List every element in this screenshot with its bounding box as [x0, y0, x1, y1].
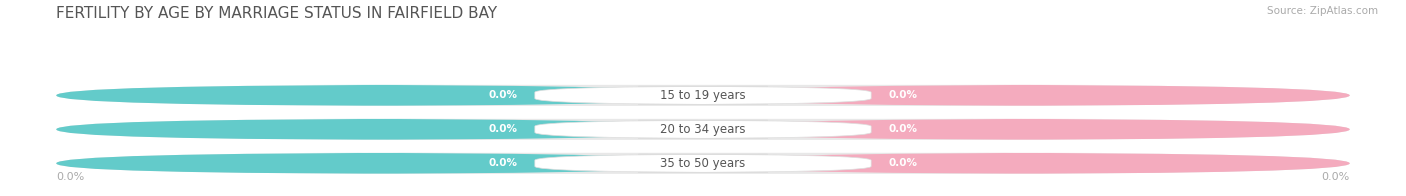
FancyBboxPatch shape — [703, 85, 1350, 106]
Text: 20 to 34 years: 20 to 34 years — [661, 123, 745, 136]
FancyBboxPatch shape — [703, 119, 1350, 140]
Text: 35 to 50 years: 35 to 50 years — [661, 157, 745, 170]
Text: FERTILITY BY AGE BY MARRIAGE STATUS IN FAIRFIELD BAY: FERTILITY BY AGE BY MARRIAGE STATUS IN F… — [56, 6, 498, 21]
Text: 0.0%: 0.0% — [889, 90, 918, 100]
FancyBboxPatch shape — [56, 85, 1350, 106]
FancyBboxPatch shape — [56, 153, 703, 174]
FancyBboxPatch shape — [56, 119, 703, 140]
FancyBboxPatch shape — [534, 120, 872, 139]
FancyBboxPatch shape — [534, 86, 872, 104]
FancyBboxPatch shape — [56, 119, 1350, 140]
Text: 0.0%: 0.0% — [488, 90, 517, 100]
Text: 0.0%: 0.0% — [889, 124, 918, 134]
Text: 0.0%: 0.0% — [889, 158, 918, 168]
FancyBboxPatch shape — [56, 153, 1350, 174]
Text: Source: ZipAtlas.com: Source: ZipAtlas.com — [1267, 6, 1378, 16]
Text: 0.0%: 0.0% — [488, 124, 517, 134]
Text: 0.0%: 0.0% — [488, 158, 517, 168]
FancyBboxPatch shape — [534, 154, 872, 172]
Text: 0.0%: 0.0% — [56, 172, 84, 182]
FancyBboxPatch shape — [56, 85, 703, 106]
Text: 15 to 19 years: 15 to 19 years — [661, 89, 745, 102]
Text: 0.0%: 0.0% — [1322, 172, 1350, 182]
FancyBboxPatch shape — [703, 153, 1350, 174]
